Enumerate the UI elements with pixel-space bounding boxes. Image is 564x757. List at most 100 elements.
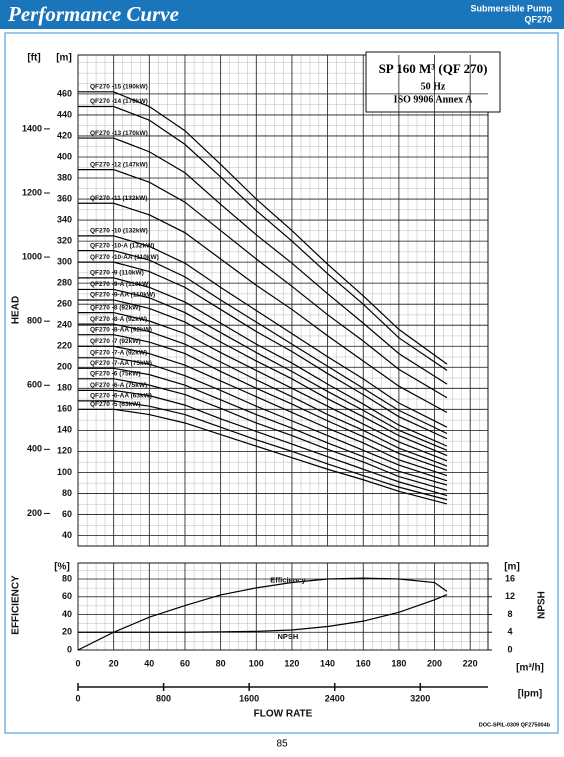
- curve-label: QF270 -7 (92kW): [90, 338, 141, 345]
- y-tick-label: 280: [57, 278, 72, 288]
- series-line: [78, 202, 448, 413]
- x-tick-label: 200: [427, 658, 442, 668]
- series-line: [78, 235, 448, 428]
- curve-label: QF270 -8-A (92kW): [90, 316, 147, 323]
- y-tick-label: 400: [57, 151, 72, 161]
- curve-label: QF270 -7-AA (75kW): [90, 360, 152, 367]
- y2-unit: [ft]: [27, 53, 40, 64]
- y-tick-label: 200: [57, 362, 72, 372]
- series-line: [78, 323, 448, 467]
- y-tick-label: 300: [57, 256, 72, 266]
- annotation-text: 50 Hz: [421, 81, 446, 92]
- y2-tick-label: 600: [27, 380, 42, 390]
- series-line: [77, 577, 448, 651]
- series-line: [78, 249, 448, 435]
- x-tick-label: 20: [109, 658, 119, 668]
- curve-label: QF270 -5 (63kW): [90, 401, 141, 408]
- plot-area: [77, 54, 489, 547]
- header-subtitle: QF270: [524, 14, 552, 24]
- y-label: EFFICIENCY: [11, 575, 22, 635]
- series-line: [78, 169, 448, 399]
- header-title: Performance Curve: [7, 2, 179, 26]
- curve-label: QF270 -10-AA (110kW): [90, 254, 159, 261]
- y-tick-label: 60: [62, 509, 72, 519]
- annotation-text: ISO 9906 Annex A: [394, 94, 473, 105]
- series-line: [78, 91, 448, 365]
- y-tick-label: 20: [62, 627, 72, 637]
- y-tick-label: 240: [57, 320, 72, 330]
- y2-tick-label: 16: [505, 573, 515, 583]
- doc-id: DOC-SPIL-0309 QF275004b: [479, 722, 551, 728]
- curve-label: QF270 -14 (170kW): [90, 98, 148, 105]
- page-number: 85: [276, 739, 288, 750]
- y-tick-label: 40: [62, 530, 72, 540]
- curve-label: QF270 -9 (110kW): [90, 270, 144, 277]
- y-tick-label: 460: [57, 88, 72, 98]
- series-line: [78, 288, 448, 451]
- x-tick-label: 0: [75, 658, 80, 668]
- series-line: [78, 299, 448, 457]
- series-line: [78, 277, 448, 447]
- series-line: [78, 261, 448, 440]
- plot-area: [77, 562, 489, 651]
- x-label: FLOW RATE: [254, 709, 313, 720]
- y-tick-label: 320: [57, 235, 72, 245]
- y-tick-label: 180: [57, 383, 72, 393]
- y-unit: [m]: [56, 53, 72, 64]
- x-tick-label: 180: [391, 658, 406, 668]
- x-tick-label: 160: [356, 658, 371, 668]
- y2-tick-label: 12: [505, 591, 515, 601]
- series-line: [78, 334, 448, 471]
- x-tick-label: 60: [180, 658, 190, 668]
- y-tick-label: 80: [62, 573, 72, 583]
- series-line: [78, 311, 448, 462]
- y-label: HEAD: [11, 296, 22, 324]
- series-line: [78, 367, 448, 486]
- header-bar: [0, 0, 564, 29]
- x2-tick-label: 2400: [325, 693, 345, 703]
- y-tick-label: 360: [57, 193, 72, 203]
- curve-label: QF270 -11 (132kW): [90, 195, 147, 202]
- x2-tick-label: 800: [156, 693, 171, 703]
- y-tick-label: 60: [62, 591, 72, 601]
- curve-label: NPSH: [277, 632, 298, 641]
- y-tick-label: 40: [62, 609, 72, 619]
- curve-label: QF270 -9-AA (110kW): [90, 292, 155, 299]
- curve-label: QF270 -15 (190kW): [90, 84, 148, 91]
- y-tick-label: 160: [57, 404, 72, 414]
- curve-label: QF270 -10 (132kW): [90, 228, 148, 235]
- x-unit: [m³/h]: [516, 663, 544, 674]
- x-tick-label: 220: [463, 658, 478, 668]
- y2-tick-label: 1000: [22, 251, 42, 261]
- series-line: [78, 593, 448, 633]
- y-tick-label: 380: [57, 172, 72, 182]
- y2-tick-label: 400: [27, 444, 42, 454]
- x2-tick-label: 1600: [239, 693, 259, 703]
- series-line: [78, 389, 448, 497]
- y2-label: NPSH: [537, 591, 548, 619]
- y-tick-label: 0: [67, 644, 72, 654]
- curve-label: QF270 -9-A (110kW): [90, 281, 150, 288]
- curve-label: QF270 -12 (147kW): [90, 161, 148, 168]
- x2-unit: [lpm]: [518, 689, 542, 700]
- x2-tick-label: 0: [75, 693, 80, 703]
- y2-tick-label: 800: [27, 316, 42, 326]
- x-tick-label: 140: [320, 658, 335, 668]
- y-tick-label: 100: [57, 467, 72, 477]
- y-unit: [%]: [54, 562, 70, 573]
- curve-label: QF270 -8-AA (92kW): [90, 326, 152, 333]
- frame: [4, 32, 559, 734]
- y2-tick-label: 4: [507, 627, 512, 637]
- series-line: [78, 137, 448, 385]
- series-line: [78, 400, 448, 501]
- y2-tick-label: 1200: [22, 187, 42, 197]
- curve-label: QF270 -13 (170kW): [90, 130, 148, 137]
- y2-tick-label: 0: [507, 644, 512, 654]
- x-tick-label: 40: [144, 658, 154, 668]
- curve-label: QF270 -6 (75kW): [90, 371, 141, 378]
- curve-label: QF270 -10-A (132kW): [90, 242, 154, 249]
- x-tick-label: 80: [216, 658, 226, 668]
- y-tick-label: 260: [57, 299, 72, 309]
